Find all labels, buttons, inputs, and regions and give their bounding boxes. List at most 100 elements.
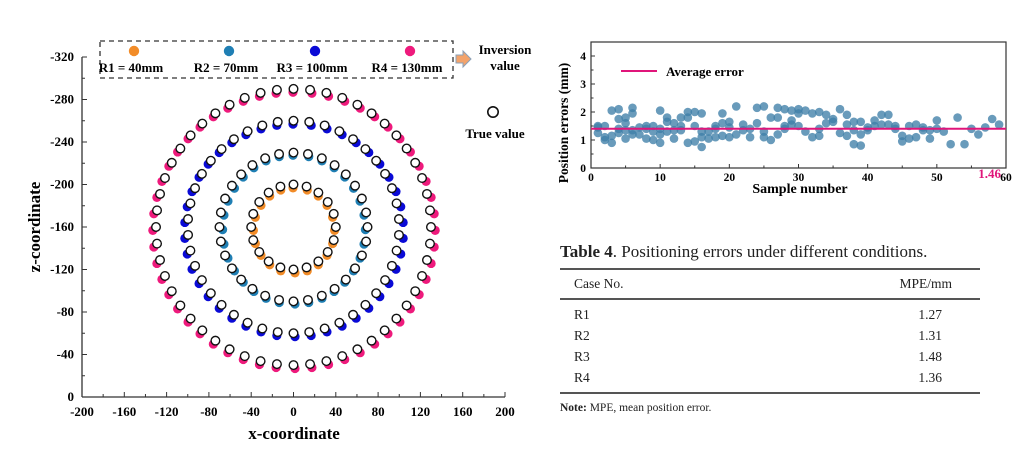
x-tick-label: -80 [200,404,217,419]
true-value-point [185,198,196,209]
true-value-point [316,290,327,301]
error-data-point [718,118,727,128]
table-row: R1 1.27 [560,299,980,325]
error-data-point [718,109,727,118]
true-value-point [210,335,221,346]
header-case-no: Case No. [560,268,750,300]
error-data-point [814,131,824,141]
error-data-point [607,106,617,115]
error-data-point [808,109,817,118]
true-value-point [319,323,330,334]
error-data-point [773,113,783,122]
table-note-text: MPE, mean position error. [586,402,712,414]
true-value-point [361,236,372,247]
x-tick-label: 120 [411,404,431,419]
true-value-point [305,84,316,95]
x-tick-label: 30 [793,172,805,184]
true-value-point [183,214,194,225]
table-caption-number: Table 4 [560,242,613,261]
true-value-point [288,296,299,307]
average-error-value-label: 1.46 [978,166,1001,181]
x-tick-label: 10 [654,172,666,184]
true-value-point [322,246,333,257]
true-value-point [380,275,391,286]
legend-average-error-label: Average error [666,64,744,79]
error-chart-legend: Average error [621,64,744,79]
true-value-point [272,327,283,338]
error-chart-y-axis-label: Position errors (mm) [556,63,571,183]
circle-chart-points [148,83,440,374]
error-data-point [621,134,630,143]
x-tick-label: -40 [243,404,260,419]
legend-inversion-label: Inversion value [479,42,533,73]
true-value-point [304,327,315,338]
true-value-point [360,144,371,155]
error-data-point [752,118,762,128]
positioning-errors-table: Case No. MPE/mm R1 1.27 R2 1.31 R3 1.48 R4 1… [560,268,980,394]
circle-chart-y-axis-label: z-coordinate [25,181,44,272]
true-value-point [205,288,216,299]
error-data-point [897,137,907,146]
arrow-right-icon [455,49,472,69]
x-tick-label: 80 [372,404,385,419]
true-value-point [152,238,163,249]
error-data-point [628,130,637,139]
true-value-point [224,99,235,110]
true-value-point [288,360,299,371]
error-data-point [759,132,769,142]
true-value-point [275,262,286,273]
true-value-point [350,180,361,191]
true-value-point [248,235,259,246]
error-data-point [911,120,921,129]
error-data-point [856,117,866,127]
positioning-errors-table-block: Table 4. Positioning errors under differ… [560,242,980,414]
error-data-point [766,135,776,145]
true-value-point [183,229,194,240]
true-value-point [288,264,299,275]
true-value-point [271,84,282,95]
true-value-point [255,356,266,367]
error-data-point [780,104,789,114]
legend-marker-icon [309,45,321,57]
true-value-point [321,87,332,98]
true-value-point [329,283,340,294]
error-data-point [704,134,713,143]
true-value-point [254,246,265,257]
true-value-point [391,198,402,209]
true-value-point [348,309,359,320]
true-value-point [272,116,283,127]
case-cell: R1 [574,306,590,322]
error-data-point [877,110,886,120]
true-value-point [410,286,421,297]
true-value-point [401,300,412,311]
table-header-row: Case No. MPE/mm [560,268,980,300]
error-data-point [725,132,734,142]
true-value-point [247,160,258,171]
error-data-point [787,120,796,129]
error-data-point [884,120,893,129]
legend-true-value-label: True value [465,126,525,141]
true-value-point [337,351,348,362]
true-value-point [417,173,428,184]
y-tick-label: 4 [580,51,586,63]
true-value-point [185,313,196,324]
legend-marker-icon [223,45,235,57]
legend-series-label: R1 = 40mm [99,60,164,75]
true-value-point [313,187,324,198]
error-data-point [835,104,845,114]
true-value-point [410,157,421,168]
true-value-point [334,126,345,137]
circle-chart-legend: R1 = 40mm R2 = 70mm R3 = 100mm R4 = 130mm I… [99,40,533,141]
error-data-point [953,113,962,122]
error-data-point [676,125,686,135]
error-data-point [987,114,997,124]
true-value-point [329,160,340,171]
mpe-cell: 1.27 [918,306,942,322]
true-value-point [366,108,377,119]
true-value-point [155,188,166,199]
error-data-point [787,106,796,115]
true-value-point [328,208,339,219]
true-value-point [215,236,226,247]
true-value-point [274,149,285,160]
error-data-point [911,132,921,142]
